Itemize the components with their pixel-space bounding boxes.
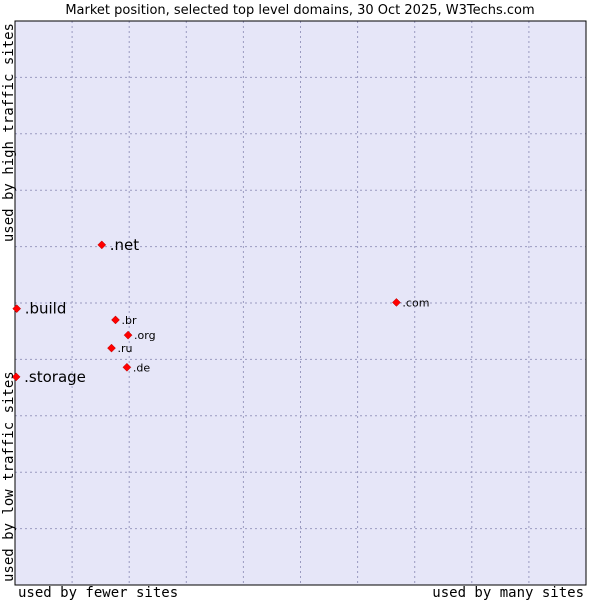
point-label: .storage	[24, 368, 86, 386]
point-label: .org	[134, 329, 156, 342]
point-marker	[12, 304, 22, 313]
point-marker	[111, 315, 120, 325]
data-point: .de	[122, 361, 150, 374]
data-points: .net .build .storage .com .br .org.ru.de	[11, 236, 429, 386]
point-label: .de	[133, 361, 150, 374]
point-label: .build	[25, 300, 67, 318]
y-axis-label-top: used by high traffic sites	[1, 23, 17, 242]
data-point: .com	[392, 296, 429, 309]
point-label: .com	[402, 296, 429, 309]
point-marker	[122, 362, 132, 372]
point-marker	[123, 330, 133, 340]
y-axis-label-bottom: used by low traffic sites	[1, 371, 17, 582]
chart-title: Market position, selected top level doma…	[65, 3, 534, 18]
data-point: .br	[111, 314, 137, 327]
point-marker	[11, 372, 21, 382]
point-label: .br	[121, 314, 136, 327]
grid-lines	[15, 21, 586, 585]
point-marker	[107, 343, 116, 353]
x-axis-label-left: used by fewer sites	[18, 585, 178, 600]
data-point: .storage	[11, 368, 86, 386]
point-label: .ru	[117, 342, 132, 355]
point-marker	[392, 298, 401, 307]
x-axis-label-right: used by many sites	[432, 585, 584, 600]
data-point: .org	[123, 329, 156, 342]
plot-frame	[14, 20, 587, 586]
point-label: .net	[110, 236, 140, 254]
point-marker	[97, 240, 107, 250]
data-point: .net	[97, 236, 140, 254]
data-point: .build	[12, 300, 67, 318]
data-point: .ru	[107, 342, 132, 355]
